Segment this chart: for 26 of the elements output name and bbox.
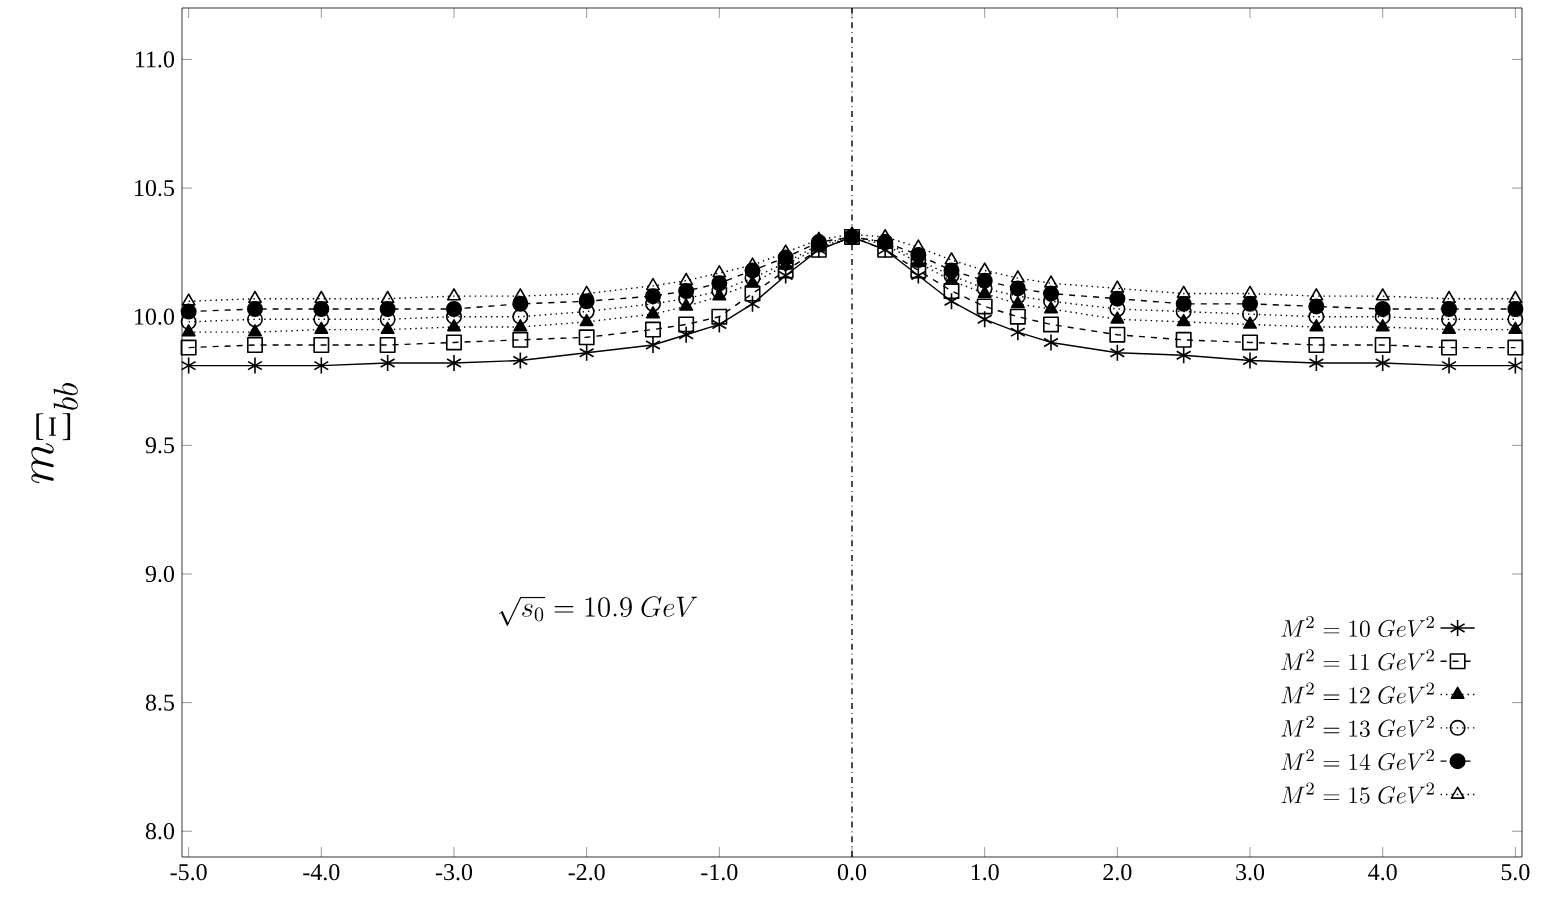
legend-label: $M^2 = 13\ GeV^2$	[1281, 715, 1434, 738]
legend-label: $M^2 = 12\ GeV^2$	[1281, 682, 1434, 704]
legend-label: $M^2 = 14\ GeV^2$	[1281, 749, 1434, 771]
legend-label: $M^2 = 11\ GeV^2$	[1281, 649, 1434, 671]
x-tick-label: 1.0	[971, 864, 999, 881]
x-tick-label: 3.0	[1236, 864, 1265, 881]
y-tick-label: 8.5	[145, 694, 175, 711]
x-tick-label: 5.0	[1501, 864, 1530, 881]
y-axis-title: $m_{\Xi_{bb}}$	[31, 382, 78, 484]
y-tick-label: 10.0	[135, 308, 175, 325]
y-tick-label: 8.0	[145, 823, 175, 840]
y-tick-label: 9.0	[145, 565, 175, 583]
y-tick-label: 9.5	[145, 437, 175, 454]
y-tick-label: 10.5	[135, 179, 175, 197]
x-tick-label: -5.0	[170, 864, 207, 881]
x-tick-label: -4.0	[303, 864, 340, 881]
x-tick-label: -3.0	[435, 864, 473, 881]
x-tick-label: 4.0	[1368, 864, 1397, 881]
x-tick-label: -1.0	[701, 864, 738, 881]
x-tick-label: 0.0	[837, 864, 867, 881]
x-tick-label: -2.0	[568, 864, 605, 881]
legend-label: $M^2 = 10\ GeV^2$	[1281, 615, 1434, 638]
y-tick-label: 11.0	[135, 51, 175, 68]
legend-label: $M^2 = 15\ GeV^2$	[1281, 782, 1434, 804]
annotation: $\sqrt{s_0} = 10.9\ GeV$	[498, 596, 698, 626]
x-tick-label: 2.0	[1103, 864, 1132, 881]
